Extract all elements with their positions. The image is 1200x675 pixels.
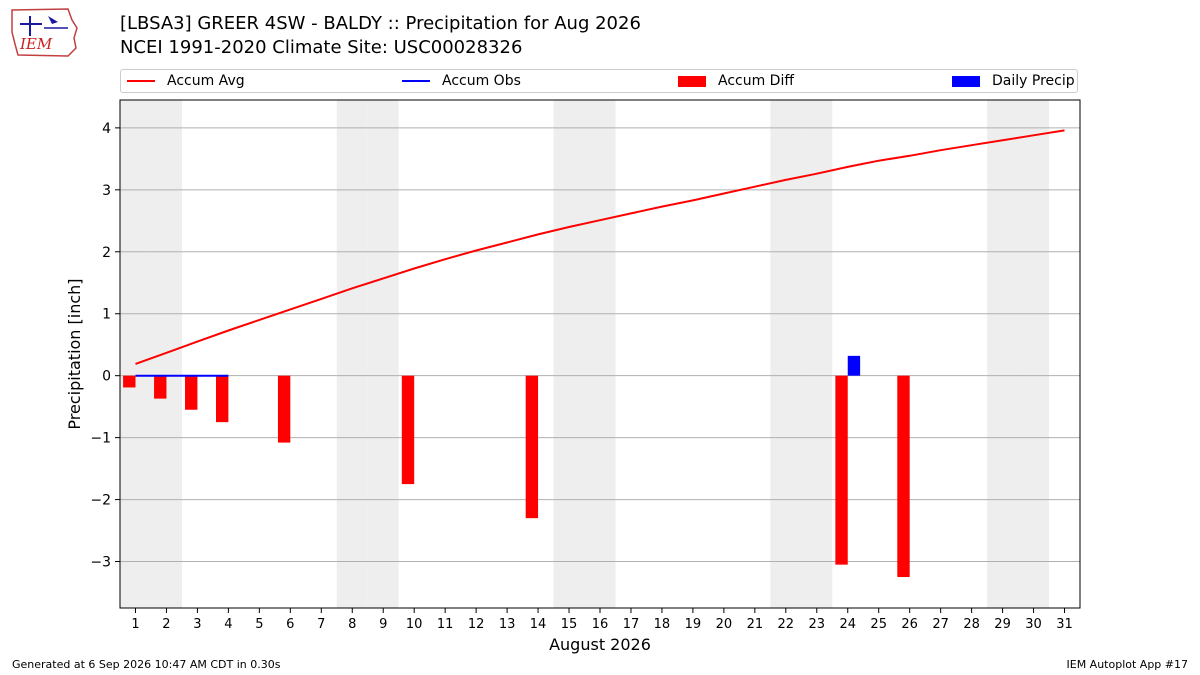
x-tick-label: 1 xyxy=(131,617,139,632)
weekend-shade-day-8 xyxy=(336,100,368,608)
x-tick-label: 31 xyxy=(1056,617,1073,632)
iowa-outline-icon xyxy=(11,8,78,57)
legend-label-accum-diff: Accum Diff xyxy=(718,73,795,89)
iem-logo: IEM xyxy=(11,8,78,57)
series-lines xyxy=(135,129,1065,377)
accum-diff-bar-day-10 xyxy=(401,375,415,485)
generated-timestamp: Generated at 6 Sep 2026 10:47 AM CDT in … xyxy=(12,658,281,671)
y-tick-label: 4 xyxy=(102,121,111,137)
y-tick-label: 2 xyxy=(102,245,111,261)
bars xyxy=(123,355,910,578)
x-tick-label: 3 xyxy=(193,617,201,632)
accum-diff-bar-day-14 xyxy=(525,375,539,519)
x-tick-label: 4 xyxy=(224,617,232,632)
accum-diff-bar-day-3 xyxy=(185,375,198,410)
x-tick-label: 28 xyxy=(963,617,980,632)
y-tick-label: 3 xyxy=(102,183,111,199)
app-label: IEM Autoplot App #17 xyxy=(1066,658,1189,671)
weekend-shade-day-1 xyxy=(120,100,151,608)
x-tick-label: 6 xyxy=(286,617,294,632)
weekend-shade-day-16 xyxy=(584,100,616,608)
x-tick-label: 11 xyxy=(437,617,454,632)
x-tick-label: 30 xyxy=(1025,617,1042,632)
x-tick-label: 29 xyxy=(994,617,1011,632)
accum-diff-bar-day-4 xyxy=(216,375,229,423)
weekend-shade-day-30 xyxy=(1018,100,1050,608)
y-tick-label: 1 xyxy=(102,307,111,323)
weekend-shading xyxy=(120,100,1050,608)
accum-diff-bar-day-6 xyxy=(277,375,291,443)
legend-label-accum-obs: Accum Obs xyxy=(442,73,521,89)
x-tick-label: 24 xyxy=(839,617,856,632)
x-tick-label: 9 xyxy=(379,617,387,632)
accum-avg-line xyxy=(135,129,1065,365)
legend-label-daily-precip: Daily Precip xyxy=(992,73,1075,89)
y-tick-label: −1 xyxy=(90,431,111,447)
legend-label-accum-avg: Accum Avg xyxy=(167,73,245,89)
x-tick-label: 15 xyxy=(561,617,578,632)
accum-diff-bar-day-1 xyxy=(123,375,136,388)
legend-item-accum-avg: Accum Avg xyxy=(127,70,245,92)
x-tick-label: 7 xyxy=(317,617,325,632)
x-tick-label: 12 xyxy=(468,617,485,632)
x-tick-label: 27 xyxy=(932,617,949,632)
legend-swatch-accum-avg xyxy=(127,80,155,82)
weekend-shade-day-29 xyxy=(987,100,1019,608)
legend-swatch-accum-diff xyxy=(678,75,706,87)
x-tick-label: 23 xyxy=(809,617,826,632)
x-tick-label: 10 xyxy=(406,617,423,632)
weekend-shade-day-15 xyxy=(553,100,585,608)
legend-item-daily-precip: Daily Precip xyxy=(952,70,1075,92)
legend-swatch-accum-obs xyxy=(402,80,430,82)
x-tick-label: 2 xyxy=(162,617,170,632)
x-tick-label: 25 xyxy=(870,617,887,632)
x-tick-label: 8 xyxy=(348,617,356,632)
weekend-shade-day-9 xyxy=(367,100,399,608)
weekend-shade-day-23 xyxy=(801,100,833,608)
y-axis-label: Precipitation [inch] xyxy=(65,278,84,429)
chart-subtitle: NCEI 1991-2020 Climate Site: USC00028326 xyxy=(120,37,523,58)
weekend-shade-day-2 xyxy=(150,100,182,608)
x-tick-label: 17 xyxy=(623,617,640,632)
accum-diff-bar-day-24 xyxy=(835,375,848,565)
y-tick-label: −3 xyxy=(90,555,111,571)
x-tick-label: 26 xyxy=(901,617,918,632)
logo-text: IEM xyxy=(19,35,53,53)
y-tick-label: 0 xyxy=(102,369,111,385)
accum-diff-bar-day-26 xyxy=(897,375,910,578)
x-tick-label: 21 xyxy=(747,617,764,632)
x-axis-label: August 2026 xyxy=(549,635,651,654)
weekend-shade-day-22 xyxy=(770,100,802,608)
chart-title: [LBSA3] GREER 4SW - BALDY :: Precipitati… xyxy=(120,13,641,34)
x-tick-label: 5 xyxy=(255,617,263,632)
x-tick-label: 14 xyxy=(530,617,547,632)
legend-swatch-daily-precip xyxy=(952,75,980,87)
accum-diff-bar-day-2 xyxy=(154,375,167,399)
y-axis-ticks: −3 −2 −1 0 1 2 3 4 xyxy=(90,121,120,571)
x-axis-ticks: 1 2 3 4 5 6 7 8 9 10 11 12 13 14 15 16 17 18 19 20 21 22 23 24 2… xyxy=(131,608,1073,632)
x-tick-label: 22 xyxy=(778,617,795,632)
y-tick-label: −2 xyxy=(90,493,111,509)
x-tick-label: 19 xyxy=(685,617,702,632)
legend-item-accum-obs: Accum Obs xyxy=(402,70,521,92)
x-tick-label: 16 xyxy=(592,617,609,632)
daily-precip-bar-day-24 xyxy=(847,355,861,376)
chart-legend: Accum Avg Accum Obs Accum Diff Daily Pre… xyxy=(120,69,1078,93)
x-tick-label: 13 xyxy=(499,617,516,632)
x-tick-label: 18 xyxy=(654,617,671,632)
x-tick-label: 20 xyxy=(716,617,733,632)
legend-item-accum-diff: Accum Diff xyxy=(678,70,794,92)
